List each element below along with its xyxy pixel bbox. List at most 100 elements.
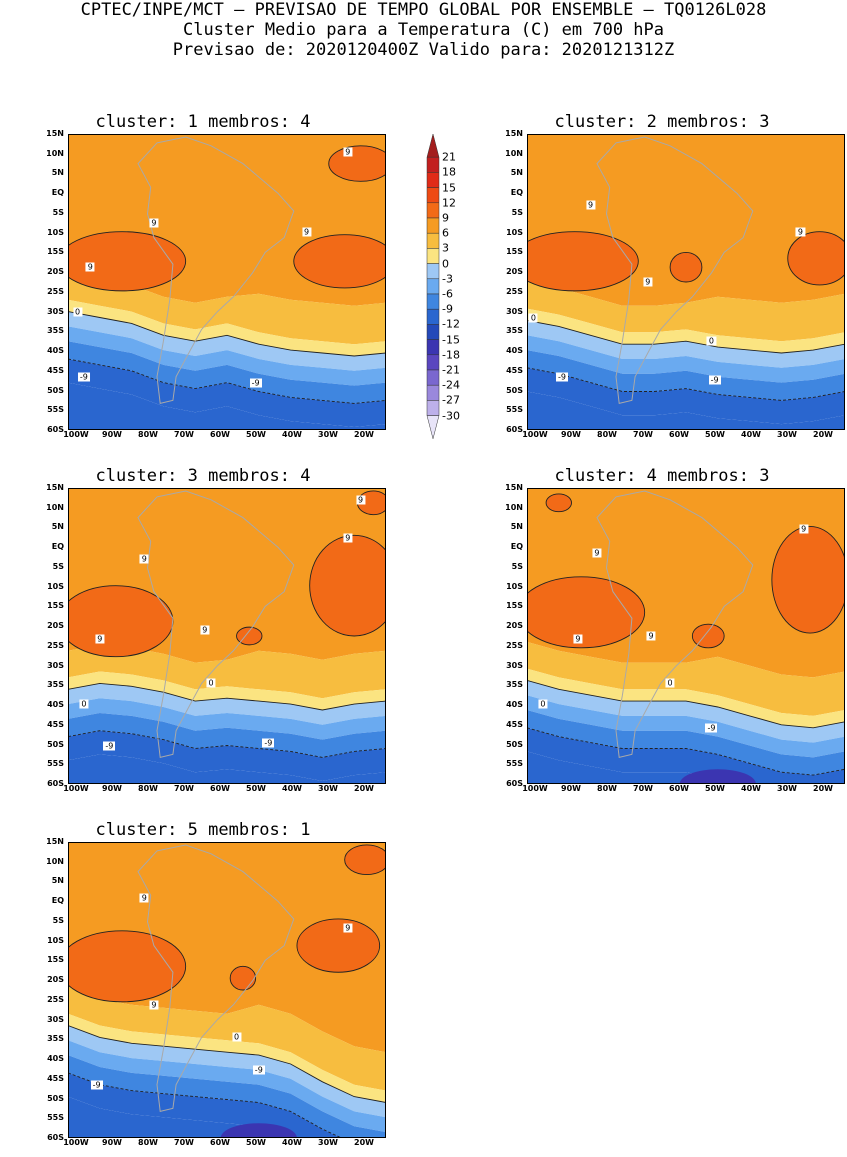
lat-tick-label: 60S [47,425,64,434]
lon-tick-label: 80W [138,1138,158,1147]
lon-tick-label: 60W [669,430,689,439]
contour-label: 9 [343,923,353,933]
contour-label: 9 [343,147,353,157]
colorbar-swatch [426,278,440,295]
colorbar-swatch [426,217,440,234]
lon-tick-label: 70W [633,430,653,439]
lon-tick-label: 60W [669,784,689,793]
lat-tick-label: 10S [47,227,64,237]
lon-tick-label: 50W [246,1138,266,1147]
colorbar-label: 9 [442,211,449,225]
contour-label: -9 [705,723,718,733]
lat-tick-label: 35S [47,326,64,336]
contour-label: 0 [706,336,716,346]
lat-tick-label: 25S [47,640,64,650]
lat-tick-label: 15N [505,483,523,492]
contour-label: 0 [665,678,675,688]
lon-tick-label: 50W [705,784,725,793]
contour-label: 9 [139,893,149,903]
colorbar-swatch [426,400,440,416]
colorbar-label: 6 [442,226,449,240]
colorbar-swatch [426,369,440,386]
lon-tick-label: 90W [102,1138,122,1147]
colorbar-swatch [426,134,440,158]
lat-tick-label: 60S [506,779,523,788]
lon-tick-label: 100W [522,430,548,439]
lat-tick-label: 50S [47,1093,64,1103]
continent-outline [137,136,295,405]
lon-tick-label: 30W [777,784,797,793]
contour-label: 9 [149,218,159,228]
lat-tick-label: 40S [47,346,64,356]
lon-tick-label: 80W [597,430,617,439]
contour-label: 0 [538,699,548,709]
lat-tick-label: 20S [47,267,64,277]
panel-title: cluster: 2 membros: 3 [554,112,770,132]
contour-label: 9 [592,548,602,558]
contour-label: 9 [139,554,149,564]
lon-tick-label: 100W [63,1138,89,1147]
lat-tick-label: 20S [506,267,523,277]
lon-tick-label: 40W [282,430,302,439]
lat-tick-label: 15N [46,483,64,492]
lat-tick-label: 15S [47,955,64,965]
colorbar-label: -21 [442,363,460,377]
colorbar-swatch [426,308,440,325]
lat-tick-label: 35S [506,326,523,336]
contour-label: -9 [262,738,275,748]
lon-tick-label: 30W [318,430,338,439]
lat-tick-label: 30S [47,306,64,316]
lon-tick-label: 70W [633,784,653,793]
map-area [527,488,845,784]
colorbar-swatch [426,263,440,280]
colorbar-swatch [426,293,440,310]
lat-tick-label: 30S [47,1014,64,1024]
lat-tick-label: 35S [506,680,523,690]
panel-title: cluster: 3 membros: 4 [95,466,311,486]
map-area [68,134,386,430]
panel-title: cluster: 5 membros: 1 [95,820,311,840]
lat-tick-label: 5S [511,207,523,217]
lat-tick-label: 55S [47,1113,64,1123]
colorbar-label: -3 [442,272,453,286]
contour-label: 9 [200,625,210,635]
lat-tick-label: 50S [506,739,523,749]
contour-label: 9 [573,634,583,644]
lat-tick-label: 35S [47,680,64,690]
colorbar-swatch [426,384,440,401]
lon-tick-label: 100W [63,430,89,439]
colorbar-swatch [426,248,440,264]
contour-label: -9 [249,378,262,388]
header-line-1: CPTEC/INPE/MCT – PREVISAO DE TEMPO GLOBA… [80,0,767,20]
contour-label: 9 [356,495,366,505]
colorbar-legend: 21 18 15 12 9 6 3 0 -3 -6 -9 -12 -15 -18 -21 -24 -27 -30 [426,134,486,440]
lat-tick-label: 45S [47,719,64,729]
lon-tick-label: 40W [741,784,761,793]
colorbar-swatch [426,187,440,204]
lat-tick-label: 5S [52,207,64,217]
lat-tick-label: 40S [506,346,523,356]
lon-tick-label: 20W [813,430,833,439]
lat-tick-label: 35S [47,1034,64,1044]
lon-tick-label: 80W [597,784,617,793]
lat-tick-label: 5N [51,522,64,532]
contour-label: -9 [555,372,568,382]
lat-tick-label: EQ [51,542,64,552]
lat-tick-label: 5S [52,561,64,571]
lat-tick-label: 10N [505,148,523,158]
lon-tick-label: 70W [174,1138,194,1147]
lat-tick-label: 15S [506,247,523,257]
temperature-map [68,134,386,430]
lat-tick-label: 40S [47,1054,64,1064]
colorbar-label: -12 [442,317,460,331]
panel-cluster-2: cluster: 2 membros: 3 9 9 9 0 0 -9 -9 15N 10N 5N EQ… [497,112,845,442]
lon-tick-label: 90W [102,784,122,793]
lon-tick-label: 20W [354,784,374,793]
lat-tick-label: 40S [47,700,64,710]
contour-label: 9 [643,277,653,287]
header-line-2: Cluster Medio para a Temperatura (C) em … [182,20,665,40]
lat-tick-label: 60S [506,425,523,434]
contour-label: -9 [252,1065,265,1075]
lon-tick-label: 60W [210,1138,230,1147]
lat-tick-label: 25S [47,994,64,1004]
